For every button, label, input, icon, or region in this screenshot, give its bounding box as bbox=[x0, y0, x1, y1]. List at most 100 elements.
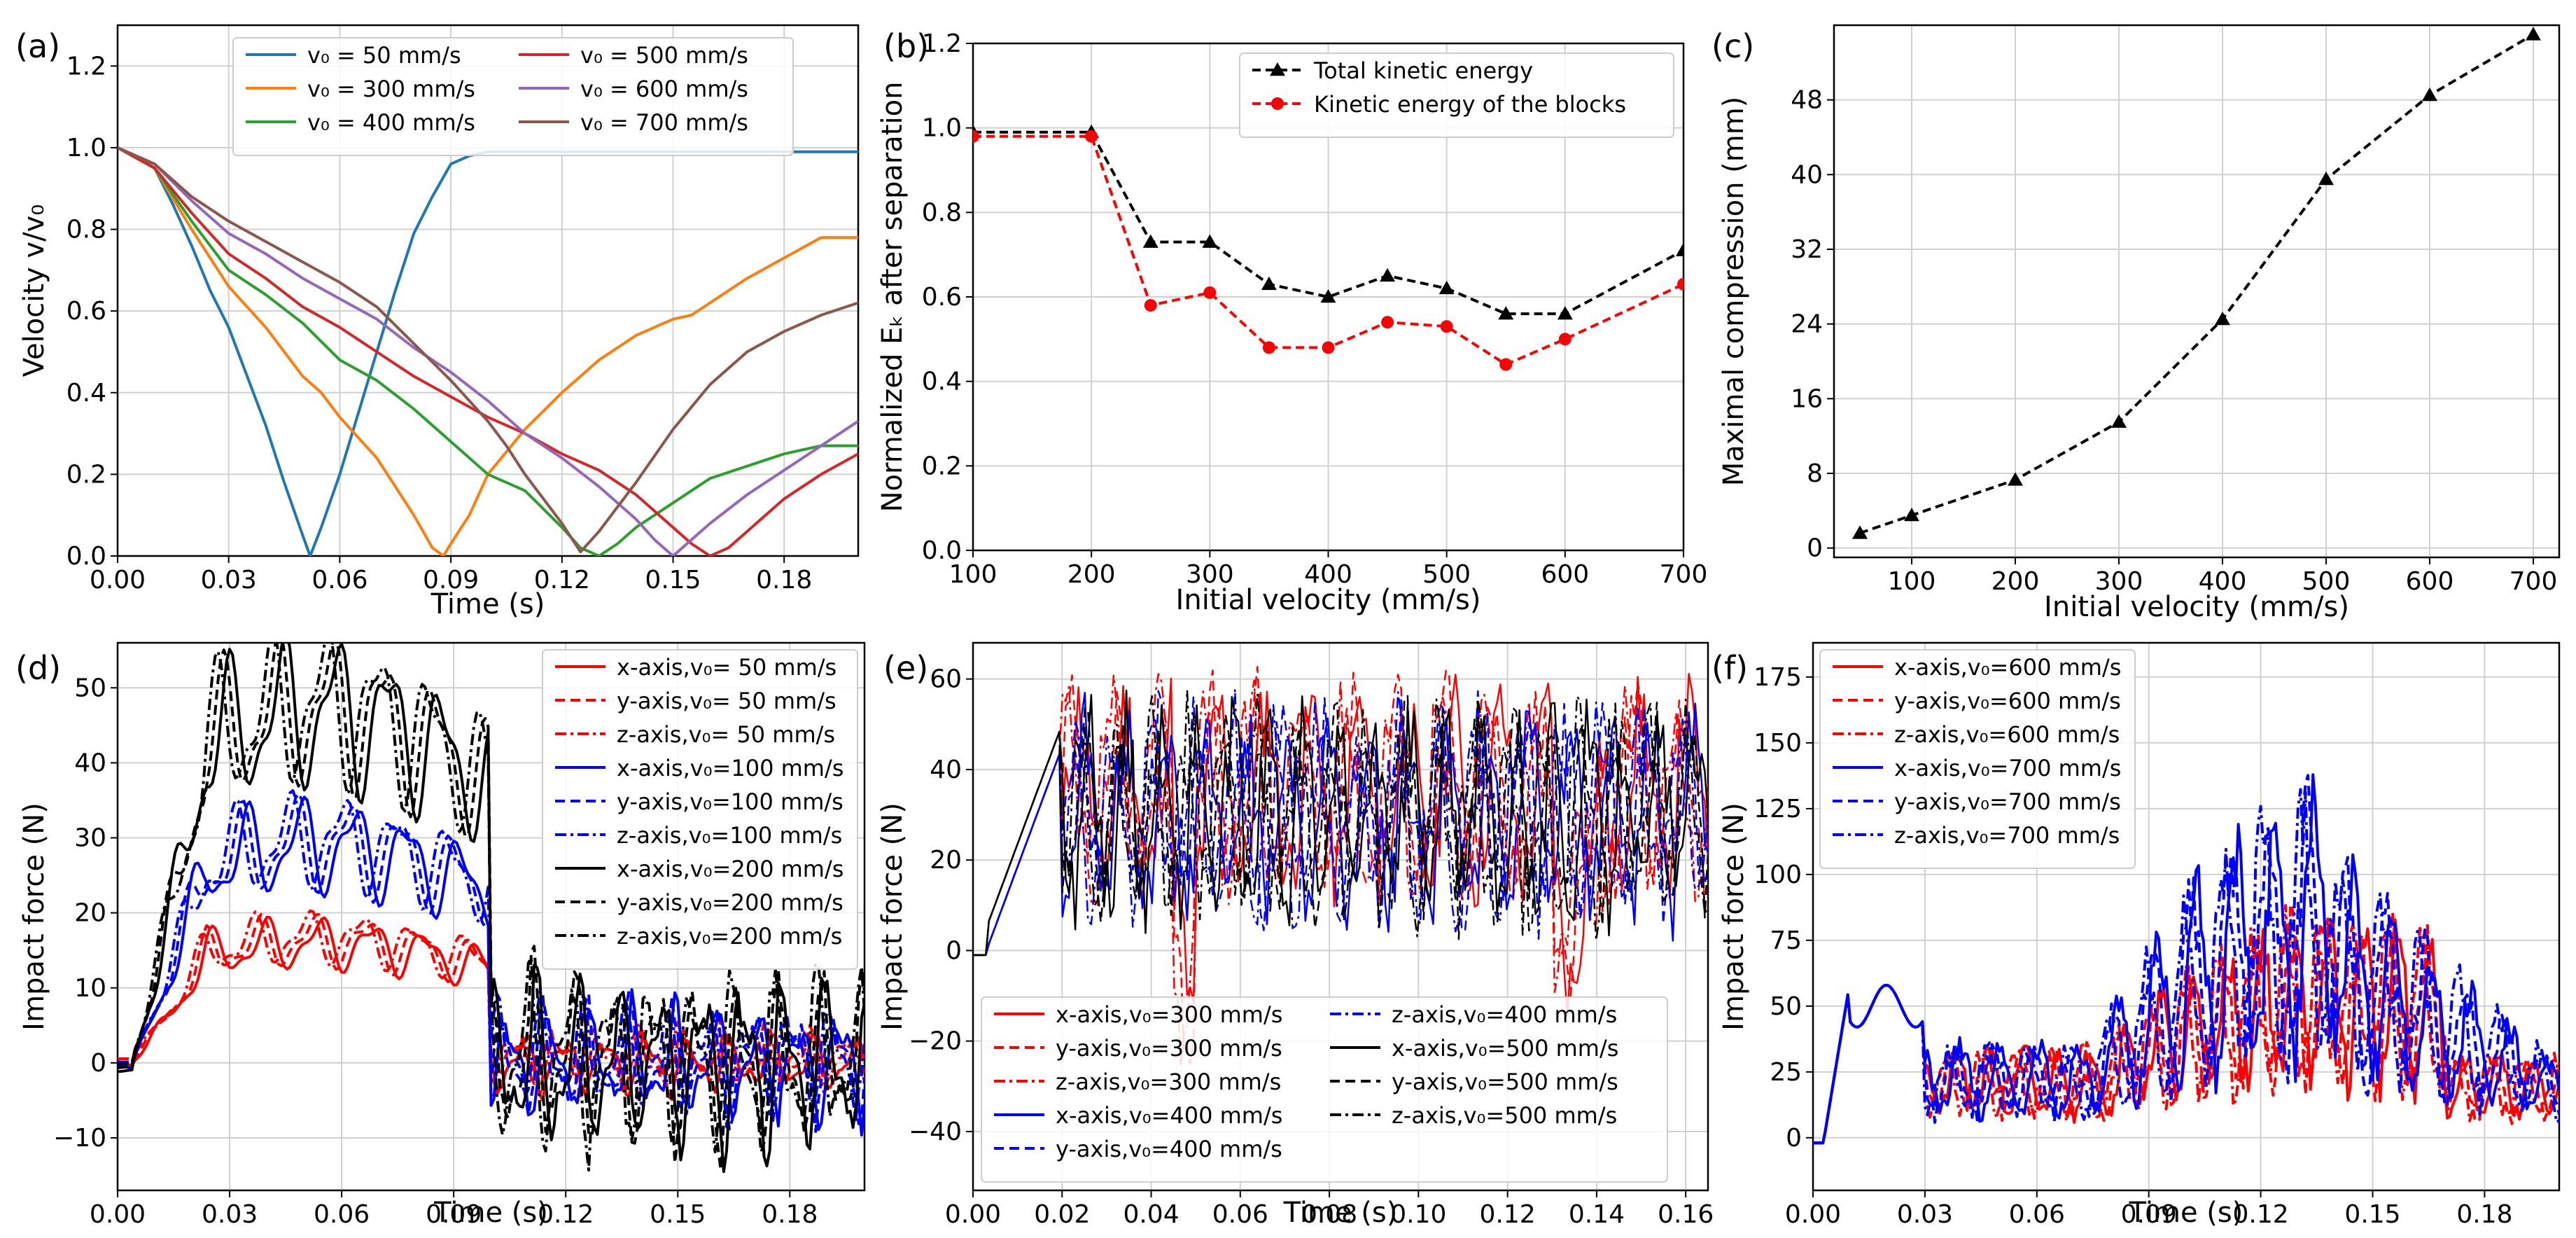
y-tick-label: 1.2 bbox=[66, 52, 106, 81]
y-tick-label: 20 bbox=[930, 846, 962, 875]
x-tick-label: 0.12 bbox=[534, 566, 590, 594]
series-line bbox=[118, 643, 864, 1171]
panel-label: (f) bbox=[1712, 649, 1748, 687]
legend-box bbox=[1239, 53, 1674, 138]
data-point bbox=[1144, 299, 1157, 312]
plot-frame bbox=[1812, 641, 2561, 1192]
legend-entry: x-axis,v₀=300 mm/s bbox=[1056, 1001, 1282, 1028]
x-tick-label: 0.06 bbox=[2009, 1200, 2065, 1229]
data-point bbox=[1320, 289, 1336, 303]
series-line bbox=[973, 130, 1684, 316]
y-tick-label: 24 bbox=[1791, 310, 1823, 339]
y-tick-label: 0 bbox=[946, 936, 962, 965]
data-point bbox=[1498, 306, 1514, 320]
plot-frame bbox=[972, 42, 1685, 552]
x-tick-label: 400 bbox=[2199, 567, 2247, 596]
legend-entry: Total kinetic energy bbox=[1313, 57, 1533, 84]
x-tick-label: 100 bbox=[1888, 567, 1936, 596]
legend-entry: y-axis,v₀=400 mm/s bbox=[1056, 1136, 1282, 1162]
y-tick-label: 60 bbox=[930, 665, 962, 694]
y-tick-label: 40 bbox=[74, 749, 106, 777]
y-tick-label: 30 bbox=[74, 824, 106, 853]
data-point bbox=[2318, 172, 2334, 186]
legend: v₀ = 50 mm/s v₀ = 300 mm/s v₀ = 400 mm/s v₀… bbox=[232, 37, 794, 156]
plot-area bbox=[973, 124, 1684, 371]
legend-entry: z-axis,v₀=100 mm/s bbox=[617, 822, 842, 849]
data-point bbox=[2215, 312, 2230, 326]
data-point bbox=[1203, 286, 1217, 299]
legend-entry: v₀ = 600 mm/s bbox=[580, 76, 748, 102]
series-line bbox=[1813, 904, 2559, 1145]
series-line bbox=[118, 146, 858, 556]
series-line bbox=[973, 689, 1708, 957]
data-point bbox=[1380, 267, 1396, 282]
x-tick-label: 700 bbox=[2510, 567, 2558, 596]
legend-box bbox=[1819, 649, 2136, 869]
legend-entry: y-axis,v₀=700 mm/s bbox=[1894, 788, 2121, 815]
x-tick-label: 500 bbox=[2302, 567, 2351, 596]
panel-label: (c) bbox=[1712, 27, 1754, 65]
y-tick-label: 32 bbox=[1791, 235, 1823, 264]
x-tick-label: 300 bbox=[1186, 560, 1234, 589]
series-line bbox=[118, 643, 864, 1171]
y-tick-label: 0.4 bbox=[922, 368, 962, 396]
legend-entry: z-axis,v₀=600 mm/s bbox=[1894, 721, 2120, 748]
panel-label: (a) bbox=[15, 27, 60, 65]
y-tick-label: 0.8 bbox=[922, 198, 962, 227]
data-point bbox=[2008, 472, 2023, 486]
chart-panel-b: 100 200 300 400 500 600 700 0.0 0.2 0.4 0.6 0.8 1.0 1… bbox=[876, 27, 1707, 616]
y-tick-label: 0 bbox=[1786, 1124, 1802, 1153]
legend-entry: v₀ = 700 mm/s bbox=[580, 109, 748, 136]
legend-entry: v₀ = 50 mm/s bbox=[307, 42, 461, 69]
legend-entry: x-axis,v₀=100 mm/s bbox=[617, 755, 844, 781]
series-line bbox=[1813, 773, 2559, 1145]
data-point bbox=[1438, 280, 1455, 295]
y-tick-label: 50 bbox=[1770, 992, 1802, 1021]
y-tick-label: 40 bbox=[1791, 160, 1823, 189]
x-tick-label: 0.00 bbox=[90, 1200, 146, 1229]
x-tick-label: 300 bbox=[2095, 567, 2143, 596]
legend-entry: x-axis,v₀=700 mm/s bbox=[1894, 755, 2121, 781]
legend-box bbox=[981, 996, 1668, 1183]
y-axis-label: Normalized Eₖ after separation bbox=[876, 82, 909, 513]
y-tick-label: 16 bbox=[1791, 384, 1823, 413]
legend-entry: z-axis,v₀=400 mm/s bbox=[1392, 1001, 1617, 1028]
legend-entry: v₀ = 400 mm/s bbox=[307, 109, 475, 136]
y-tick-label: 125 bbox=[1754, 795, 1802, 823]
y-tick-label: 1.2 bbox=[922, 29, 962, 58]
data-point bbox=[1440, 320, 1453, 333]
x-tick-label: 0.06 bbox=[314, 1200, 370, 1229]
panel-label: (e) bbox=[883, 649, 928, 687]
data-point bbox=[1557, 306, 1573, 320]
y-tick-label: 0.0 bbox=[66, 542, 106, 571]
plot-area bbox=[118, 643, 864, 1174]
legend-entry: y-axis,v₀= 50 mm/s bbox=[617, 688, 836, 714]
y-tick-label: 0.8 bbox=[66, 216, 106, 244]
legend-entry: z-axis,v₀=700 mm/s bbox=[1894, 822, 2120, 849]
legend-entry: y-axis,v₀=600 mm/s bbox=[1894, 688, 2121, 714]
data-point bbox=[2111, 414, 2127, 428]
plot-frame bbox=[972, 641, 1709, 1192]
y-tick-label: 10 bbox=[74, 974, 106, 1003]
x-tick-label: 0.15 bbox=[645, 566, 701, 594]
y-tick-label: 175 bbox=[1754, 663, 1802, 692]
series-line bbox=[118, 795, 864, 1137]
y-tick-label: 0 bbox=[90, 1049, 106, 1078]
chart-panel-c: 100 200 300 400 500 600 700 0 8 16 24 32 40 48 (c) Init… bbox=[1712, 24, 2561, 623]
data-point bbox=[1261, 276, 1277, 291]
x-tick-label: 0.03 bbox=[1897, 1200, 1953, 1229]
x-tick-label: 500 bbox=[1422, 560, 1471, 589]
y-tick-label: 100 bbox=[1754, 861, 1802, 889]
data-point bbox=[1142, 234, 1158, 248]
legend-entry: z-axis,v₀=200 mm/s bbox=[617, 923, 842, 950]
y-tick-label: 40 bbox=[930, 756, 962, 784]
x-axis-label: Initial velocity (mm/s) bbox=[2044, 591, 2349, 623]
data-point bbox=[1558, 333, 1572, 346]
x-tick-label: 0.15 bbox=[650, 1200, 706, 1229]
plot-area bbox=[1813, 773, 2559, 1145]
legend-entry: x-axis,v₀= 50 mm/s bbox=[617, 654, 836, 681]
legend-entry: Kinetic energy of the blocks bbox=[1314, 91, 1626, 118]
y-axis-label: Impact force (N) bbox=[1718, 802, 1750, 1031]
y-tick-label: −20 bbox=[909, 1027, 962, 1056]
x-tick-label: 0.09 bbox=[423, 566, 479, 594]
